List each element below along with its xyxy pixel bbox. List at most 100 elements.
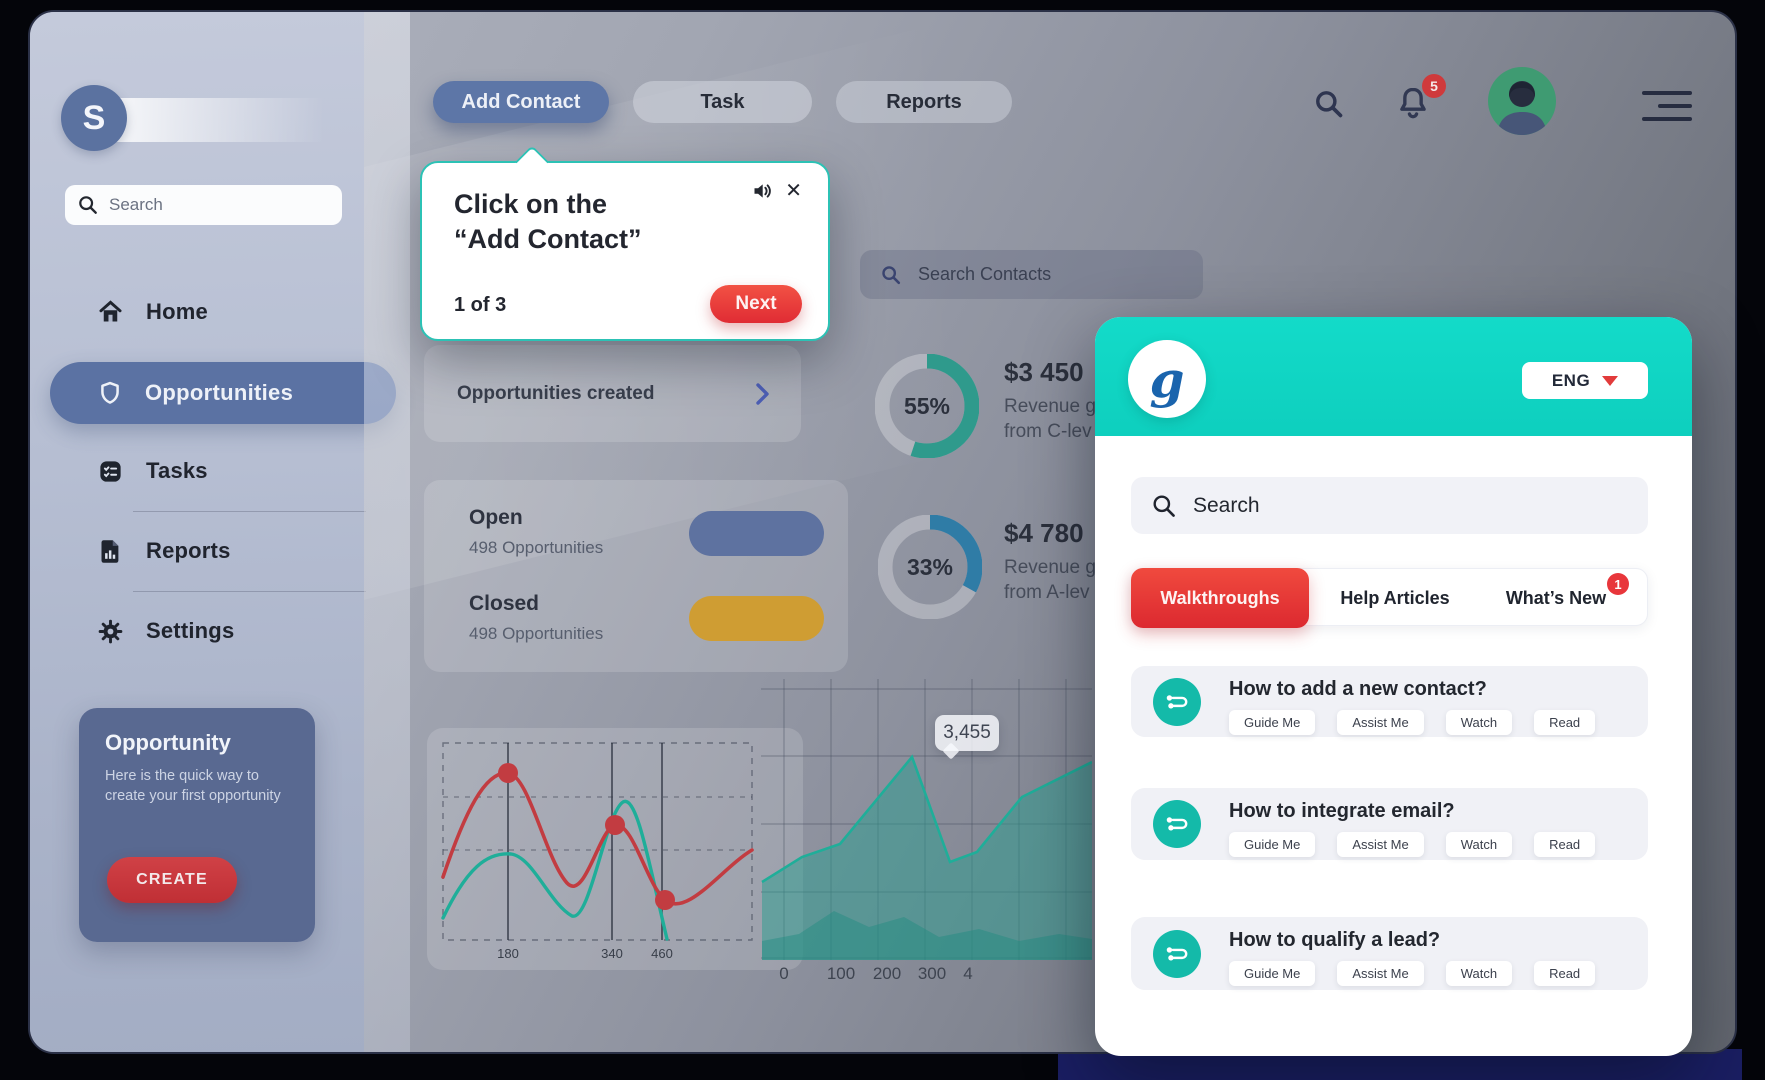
report-icon <box>101 539 119 563</box>
sidebar-item-label: Tasks <box>146 458 208 483</box>
help-search-input[interactable] <box>1193 493 1573 518</box>
area-chart-tick-400: 4 <box>963 964 973 983</box>
area-chart-tick-0: 0 <box>779 964 789 983</box>
kpi2-desc-line1: Revenue g <box>1004 557 1096 578</box>
open-count: 498 Opportunities <box>469 538 604 557</box>
closed-count: 498 Opportunities <box>469 624 604 643</box>
chevron-down-icon <box>1602 375 1619 386</box>
menu-icon[interactable] <box>1638 91 1692 123</box>
walkthrough-icon <box>1153 929 1201 978</box>
tour-progress: 1 of 3 <box>454 294 507 316</box>
help-item-integrate-email[interactable]: How to integrate email? Guide Me Assist … <box>1131 788 1648 860</box>
line-chart-card: 180 340 460 <box>427 728 803 970</box>
opportunities-created-label: Opportunities created <box>457 382 655 404</box>
assist-me-button[interactable]: Assist Me <box>1337 961 1424 986</box>
donut-55-label: 55% <box>903 392 951 419</box>
walkthrough-icon <box>1153 800 1201 848</box>
area-chart-tick-300: 300 <box>917 964 947 983</box>
sidebar-item-opportunities[interactable]: Opportunities <box>50 362 396 424</box>
guide-me-button[interactable]: Guide Me <box>1229 961 1316 986</box>
bell-icon[interactable] <box>1394 84 1432 124</box>
walkthrough-icon <box>1153 677 1201 726</box>
sidebar-search[interactable] <box>65 185 342 225</box>
promo-title: Opportunity <box>105 730 231 755</box>
sidebar-item-label: Settings <box>146 618 235 643</box>
kpi1-desc-line1: Revenue g <box>1004 396 1096 417</box>
language-label: ENG <box>1551 370 1591 390</box>
avatar[interactable] <box>1488 67 1556 135</box>
brand-logo[interactable]: S <box>61 85 127 151</box>
sidebar-item-home[interactable]: Home <box>30 285 364 339</box>
brand-bar <box>94 98 336 142</box>
sidebar-item-settings[interactable]: Settings <box>30 604 364 658</box>
task-button[interactable]: Task <box>633 81 812 123</box>
open-pill[interactable] <box>689 511 824 556</box>
sidebar-item-label: Reports <box>146 538 231 563</box>
sidebar-item-tasks[interactable]: Tasks <box>30 444 364 498</box>
help-search-field[interactable] <box>1131 477 1648 534</box>
chevron-right-icon[interactable] <box>751 381 773 407</box>
sidebar-divider <box>133 511 366 512</box>
assist-me-button[interactable]: Assist Me <box>1337 710 1424 735</box>
help-item-qualify-lead[interactable]: How to qualify a lead? Guide Me Assist M… <box>1131 917 1648 990</box>
sidebar-edge-strip <box>364 12 410 1052</box>
closed-pill[interactable] <box>689 596 824 641</box>
gear-icon <box>98 619 123 643</box>
promo-text: Here is the quick way to create your fir… <box>105 768 281 805</box>
area-chart-tick-100: 100 <box>826 964 856 983</box>
watch-button[interactable]: Watch <box>1445 961 1513 986</box>
open-label: Open <box>469 506 523 529</box>
audio-icon[interactable] <box>751 179 775 203</box>
opportunities-created-card[interactable]: Opportunities created <box>424 345 801 442</box>
help-logo-letter: g <box>1149 349 1185 409</box>
search-contacts-field[interactable] <box>860 250 1203 299</box>
create-button[interactable]: CREATE <box>107 857 237 903</box>
sidebar-item-label: Opportunities <box>145 380 294 405</box>
search-icon[interactable] <box>1313 88 1345 120</box>
area-chart <box>761 679 1092 960</box>
search-icon <box>79 196 97 214</box>
language-selector[interactable]: ENG <box>1522 362 1648 399</box>
help-item-title: How to add a new contact? <box>1229 678 1487 700</box>
sidebar-item-reports[interactable]: Reports <box>30 524 364 578</box>
line-chart-tick-180: 180 <box>497 946 519 961</box>
closed-label: Closed <box>469 592 540 615</box>
read-button[interactable]: Read <box>1534 961 1596 986</box>
sidebar: S Home Opp <box>30 12 396 1052</box>
area-chart-tick-200: 200 <box>872 964 902 983</box>
donut-chart-55: 55% <box>874 353 980 459</box>
kpi1-amount: $3 450 <box>1004 357 1084 387</box>
assist-me-button[interactable]: Assist Me <box>1337 832 1424 857</box>
sidebar-search-input[interactable] <box>109 195 309 215</box>
brand-letter: S <box>82 98 106 137</box>
tasks-icon <box>100 460 121 482</box>
add-contact-button[interactable]: Add Contact <box>433 81 609 123</box>
read-button[interactable]: Read <box>1534 832 1596 857</box>
kpi2-desc-line2: from A-lev <box>1004 582 1090 603</box>
tab-help-articles[interactable]: Help Articles <box>1340 587 1450 608</box>
help-widget-logo[interactable]: g <box>1128 340 1206 418</box>
guide-me-button[interactable]: Guide Me <box>1229 832 1316 857</box>
search-contacts-input[interactable] <box>918 264 1158 285</box>
next-button[interactable]: Next <box>710 285 802 323</box>
tab-walkthroughs[interactable]: Walkthroughs <box>1131 568 1309 628</box>
close-icon[interactable]: ✕ <box>785 180 802 202</box>
watch-button[interactable]: Watch <box>1445 832 1513 857</box>
read-button[interactable]: Read <box>1534 710 1596 735</box>
watch-button[interactable]: Watch <box>1445 710 1513 735</box>
tab-whats-new[interactable]: What’s New <box>1505 587 1607 608</box>
pipeline-card: Open 498 Opportunities Closed 498 Opport… <box>424 480 848 672</box>
notification-badge: 5 <box>1422 74 1446 98</box>
help-widget-panel: g ENG Walkthroughs Help Articles What’s … <box>1095 317 1692 1056</box>
tour-title: Click on the “Add Contact” <box>454 189 642 254</box>
guide-me-button[interactable]: Guide Me <box>1229 710 1316 735</box>
sidebar-divider <box>133 591 366 592</box>
line-chart-tick-460: 460 <box>651 946 673 961</box>
reports-button[interactable]: Reports <box>836 81 1012 123</box>
whats-new-badge: 1 <box>1607 573 1629 595</box>
help-item-add-contact[interactable]: How to add a new contact? Guide Me Assis… <box>1131 666 1648 737</box>
donut-33-label: 33% <box>906 553 954 580</box>
search-icon <box>882 265 901 284</box>
area-chart-annotation: 3,455 <box>935 715 999 751</box>
line-chart-tick-340: 340 <box>601 946 623 961</box>
